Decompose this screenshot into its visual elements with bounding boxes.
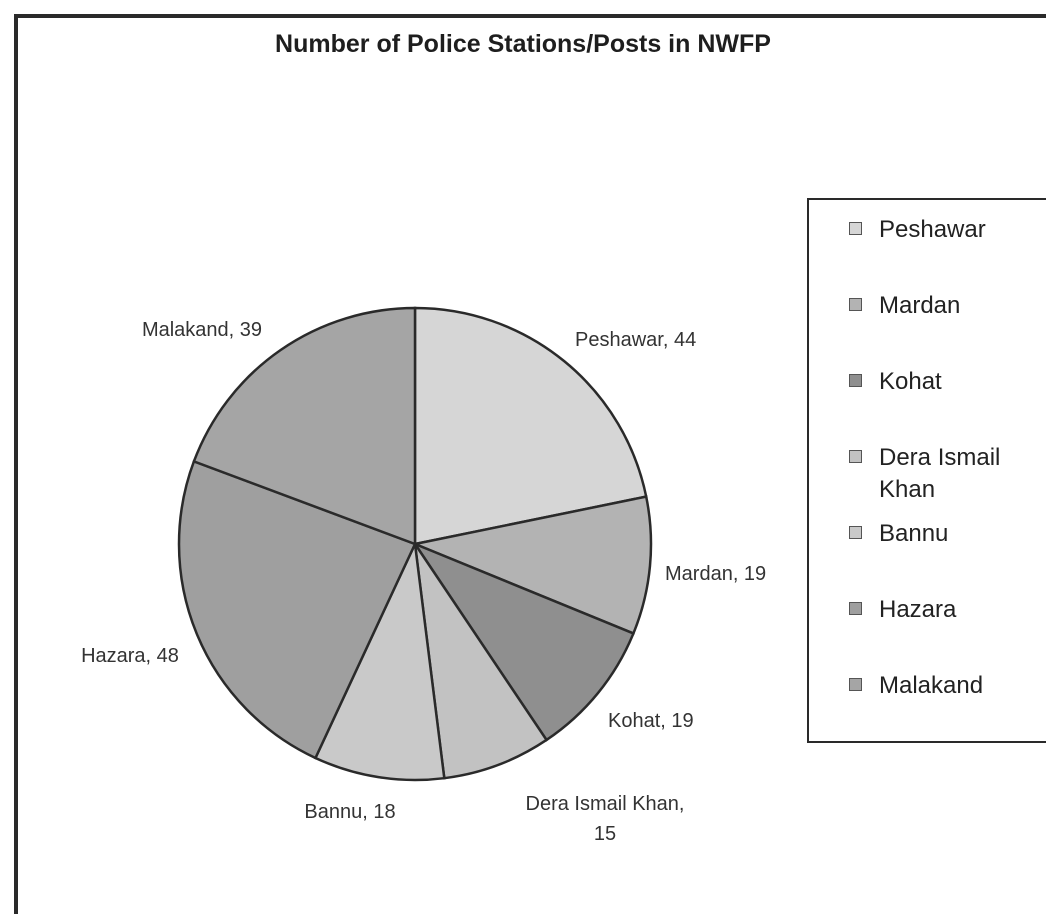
legend-swatch xyxy=(849,450,862,463)
legend-label: Mardan xyxy=(879,292,961,319)
pie-slice-mardan xyxy=(410,495,653,636)
data-label-kohat: Kohat, 19 xyxy=(608,710,694,732)
chart-title: Number of Police Stations/Posts in NWFP xyxy=(275,30,771,58)
legend-swatch xyxy=(849,374,862,387)
pie-slice-hazara xyxy=(177,459,417,760)
legend-swatch xyxy=(849,222,862,235)
pie-slice-peshawar xyxy=(413,306,648,546)
legend-label: Malakand xyxy=(879,672,984,699)
data-label-mardan: Mardan, 19 xyxy=(665,563,766,585)
legend-swatch xyxy=(849,678,862,691)
legend-label: Hazara xyxy=(879,596,957,623)
legend-label: Kohat xyxy=(879,368,942,395)
data-label-peshawar: Peshawar, 44 xyxy=(575,329,696,351)
legend-swatch xyxy=(849,526,862,539)
legend-label: Peshawar xyxy=(879,216,986,243)
legend-label: Dera Ismail Khan xyxy=(879,444,1001,503)
chart-frame xyxy=(14,14,1046,914)
pie-slice-bannu xyxy=(313,539,446,782)
legend-swatch xyxy=(849,602,862,615)
pie-slice-malakand xyxy=(192,306,417,546)
data-label-bannu: Bannu, 18 xyxy=(304,801,395,823)
data-label-malakand: Malakand, 39 xyxy=(142,319,262,341)
legend-label: Bannu xyxy=(879,520,949,547)
legend-swatch xyxy=(849,298,862,311)
data-label-dera-ismail-khan: Dera Ismail Khan, 15 xyxy=(526,793,685,845)
data-label-hazara: Hazara, 48 xyxy=(81,645,179,667)
pie-slice-dera-ismail-khan xyxy=(413,543,549,780)
legend: Peshawar Mardan Kohat Dera Ismail Khan Bannu… xyxy=(807,198,1046,743)
pie-slice-kohat xyxy=(411,541,636,742)
